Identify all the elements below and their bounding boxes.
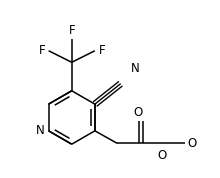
Text: N: N [35, 124, 44, 137]
Text: O: O [133, 106, 142, 119]
Text: F: F [68, 24, 75, 37]
Text: O: O [157, 149, 166, 162]
Text: O: O [187, 137, 197, 150]
Text: F: F [98, 44, 105, 57]
Text: N: N [131, 62, 140, 75]
Text: F: F [38, 44, 45, 57]
